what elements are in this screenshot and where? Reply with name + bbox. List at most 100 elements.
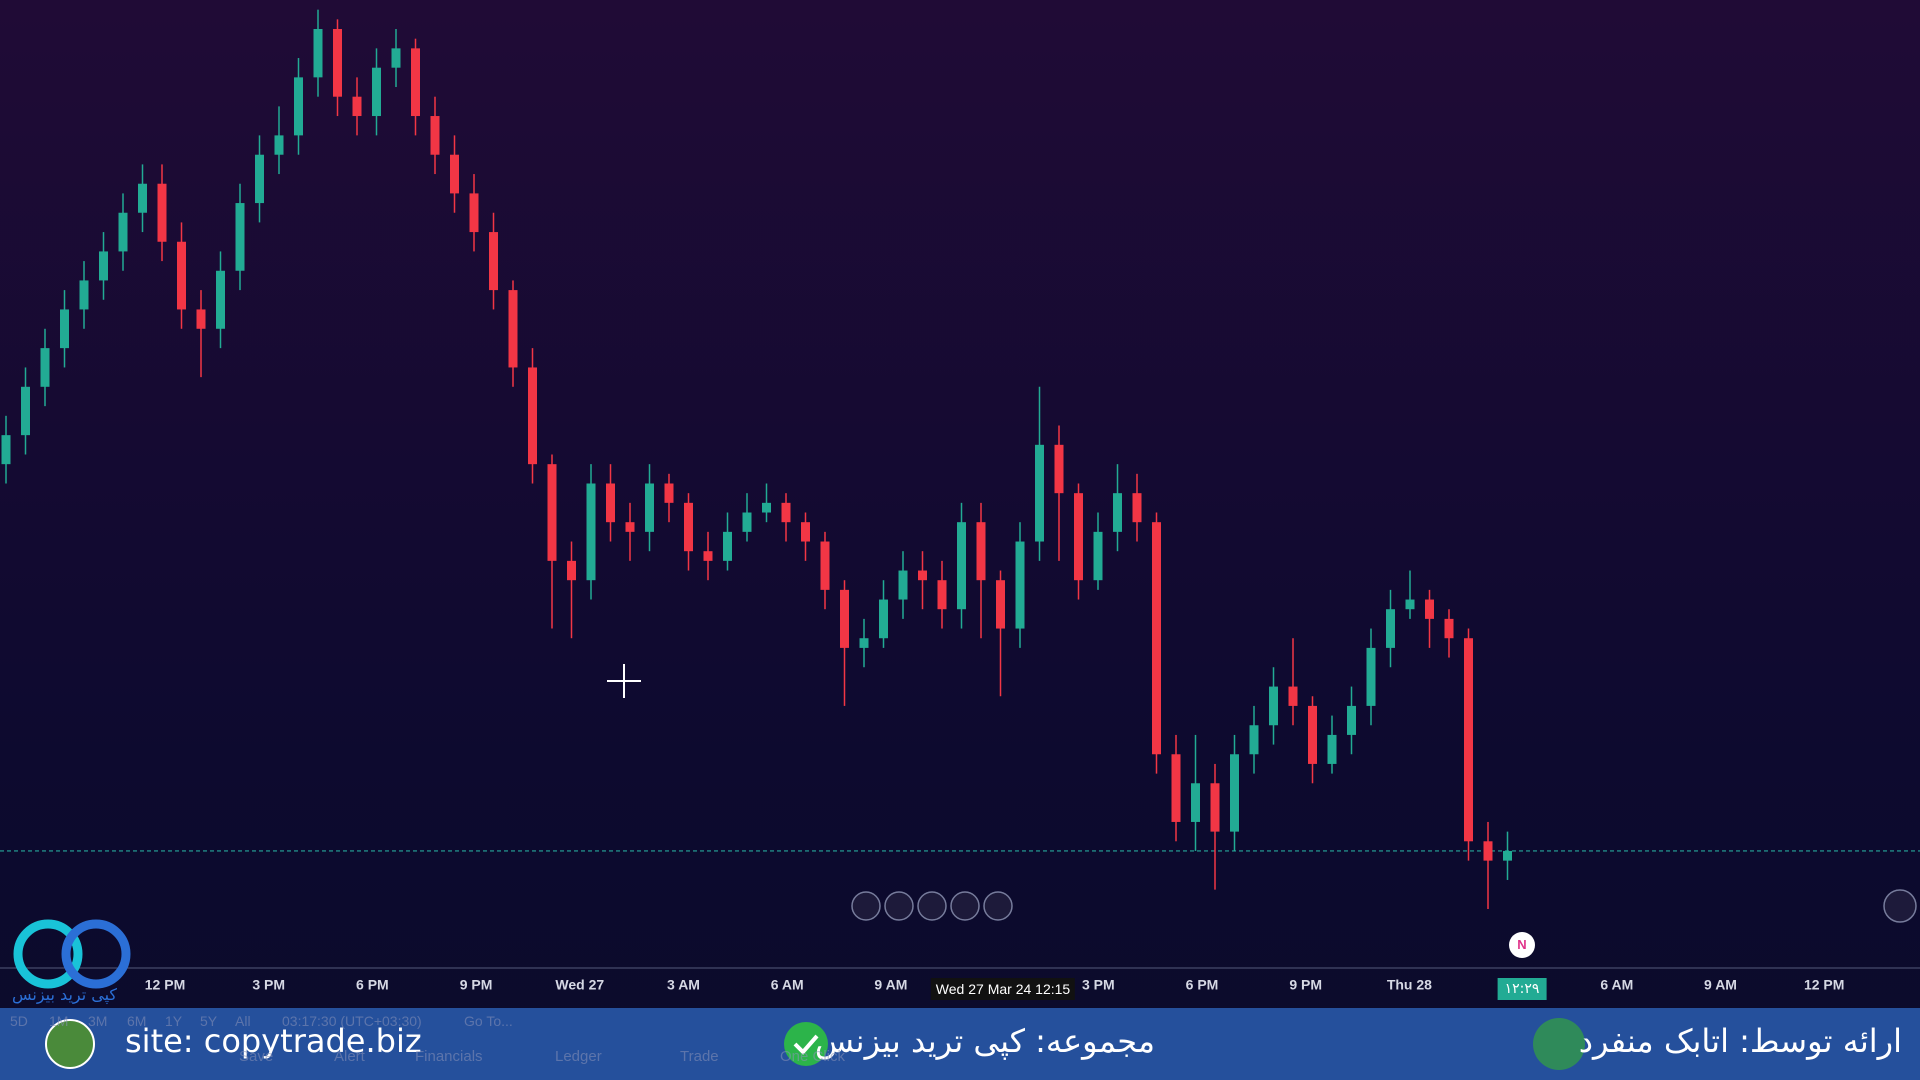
candle-body — [450, 154, 459, 194]
candle-body — [1464, 638, 1473, 842]
candle-body — [372, 67, 381, 117]
candle-body — [352, 96, 362, 117]
candle-body — [40, 348, 50, 387]
toolbar-button[interactable]: Trade — [680, 1048, 719, 1065]
crosshair — [607, 664, 641, 698]
candle-body — [528, 367, 537, 465]
toolbar-button[interactable]: Alert — [334, 1048, 365, 1065]
candle-body — [411, 48, 420, 117]
toolbar-button[interactable]: Financials — [415, 1048, 483, 1065]
candle-body — [469, 193, 479, 233]
clock-text: 03:17:30 (UTC+03:30) — [282, 1013, 422, 1029]
candle-body — [1366, 647, 1376, 706]
zoom-controls[interactable] — [851, 889, 1917, 923]
candle-body — [547, 464, 557, 561]
candle-body — [781, 502, 791, 523]
range-button[interactable]: 5D — [10, 1013, 28, 1029]
logo — [13, 919, 131, 989]
candle-body — [898, 570, 908, 600]
candle-body — [118, 212, 128, 252]
candle-body — [820, 541, 830, 590]
candle-body — [625, 522, 635, 532]
presenter-text: ارائه توسط: اتابک منفرد — [1578, 1022, 1902, 1060]
candle-body — [1483, 841, 1493, 861]
x-tick-label: Wed 27 — [555, 977, 604, 993]
range-button[interactable]: 1M — [49, 1013, 69, 1029]
candle-body — [879, 599, 888, 639]
candle-body — [840, 589, 849, 648]
x-tick-label: 6 AM — [1600, 977, 1633, 993]
candle-body — [216, 270, 225, 329]
check-icon — [784, 1022, 828, 1066]
candle-body — [1269, 686, 1278, 726]
candle-body — [1, 435, 11, 465]
candle-body — [274, 135, 284, 155]
candle-body — [664, 483, 674, 503]
goto[interactable]: Go To... — [464, 1013, 513, 1031]
goto-text[interactable]: Go To... — [464, 1013, 513, 1029]
bottom-bar — [0, 1008, 1920, 1080]
x-tick-label: 9 AM — [874, 977, 907, 993]
avatar — [1533, 1018, 1585, 1070]
candle-body — [703, 551, 713, 561]
range-button[interactable]: 5Y — [200, 1013, 218, 1029]
x-tick-label: Thu 28 — [1387, 977, 1432, 993]
candle-body — [177, 241, 186, 310]
candle-body — [1113, 493, 1122, 532]
event-marker[interactable]: N — [1509, 932, 1535, 958]
x-tick-label: 6 PM — [1186, 977, 1219, 993]
x-tick-label: 9 PM — [460, 977, 493, 993]
collection-text: مجموعه: کپی ترید بیزنس — [814, 1022, 1155, 1060]
candle-body — [294, 77, 303, 136]
candle-body — [235, 203, 245, 271]
candle-body — [1132, 493, 1142, 523]
candle-body — [937, 580, 947, 610]
candle-body — [859, 638, 869, 648]
candle-body — [60, 309, 69, 349]
x-tick-label: 6 AM — [771, 977, 804, 993]
toolbar-button[interactable]: Save — [239, 1048, 274, 1065]
candle-body — [157, 183, 167, 242]
candle-body — [1405, 599, 1415, 610]
range-button[interactable]: 3M — [88, 1013, 108, 1029]
candle-body — [138, 183, 147, 213]
candle-body — [1288, 686, 1298, 706]
candle-body — [508, 290, 518, 368]
candle-body — [391, 48, 401, 68]
candle-body — [801, 522, 810, 542]
range-button[interactable]: All — [235, 1013, 251, 1029]
x-tick-label: 9 AM — [1704, 977, 1737, 993]
x-tick-label: 9 PM — [1289, 977, 1322, 993]
candle-body — [606, 483, 615, 523]
clock: 03:17:30 (UTC+03:30) — [282, 1013, 422, 1031]
candle-body — [1327, 734, 1337, 764]
candle-body — [1074, 493, 1083, 581]
candle-body — [21, 386, 30, 436]
candle-body — [430, 116, 440, 155]
candle-body — [918, 570, 927, 581]
logo-text: کپی ترید بیزنس — [12, 985, 118, 1004]
candle-body — [1503, 850, 1512, 861]
check-mark — [793, 1034, 819, 1055]
toolbar-button[interactable]: One Click — [780, 1048, 846, 1065]
candle-body — [196, 309, 206, 329]
toolbar-button[interactable]: Ledger — [555, 1048, 602, 1065]
candle-body — [1386, 609, 1395, 648]
last-time-label: ۱۲:۲۹ — [1497, 978, 1547, 1000]
candle-body — [684, 502, 693, 552]
candle-body — [1230, 754, 1239, 832]
candle-body — [79, 280, 89, 310]
site-text: site: copytrade.biz — [125, 1022, 422, 1060]
candle-body — [996, 580, 1005, 629]
x-tick-label: 6 PM — [356, 977, 389, 993]
range-button[interactable]: 6M — [127, 1013, 147, 1029]
candle-body — [313, 29, 323, 78]
range-button[interactable]: 1Y — [165, 1013, 183, 1029]
candle-body — [586, 483, 596, 581]
candle-body — [723, 531, 732, 561]
candle-body — [489, 232, 498, 291]
crosshair-time-label: Wed 27 Mar 24 12:15 — [930, 978, 1076, 1000]
candle-body — [1191, 783, 1200, 822]
candle-body — [1152, 522, 1161, 755]
candle-body — [1093, 531, 1103, 581]
